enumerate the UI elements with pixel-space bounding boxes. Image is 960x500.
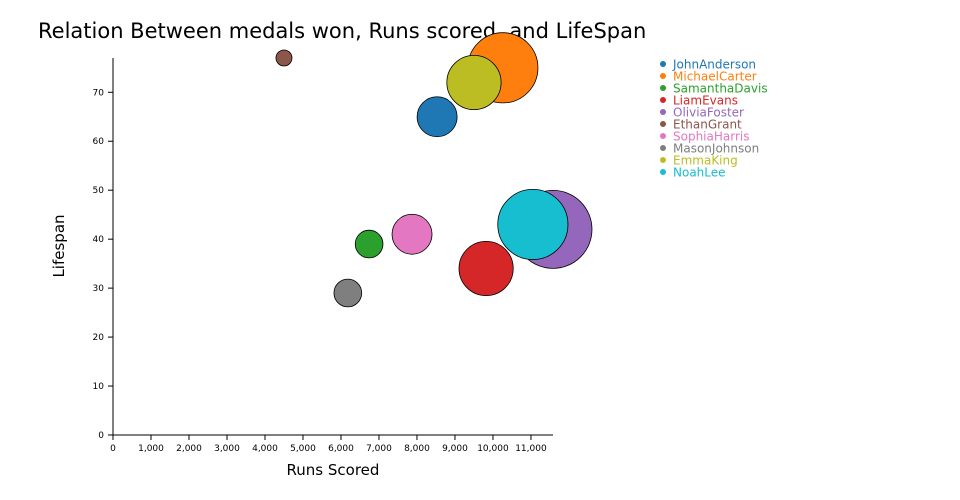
legend-marker [660, 61, 666, 67]
x-tick-label: 9,000 [442, 444, 468, 454]
axes: 0 1,000 2,000 3,000 4,000 5,000 6,000 7,000 8,00… [93, 58, 553, 454]
bubble-MasonJohnson [333, 278, 363, 308]
bubble-SophiaHarris [391, 213, 433, 255]
y-tick-label: 30 [93, 284, 105, 294]
y-tick-label: 10 [93, 382, 105, 392]
y-tick-label: 0 [98, 431, 104, 441]
legend-marker [660, 169, 666, 175]
legend: JohnAndersonMichaelCarterSamanthaDavisLi… [660, 58, 768, 180]
plot-area [275, 32, 593, 308]
chart-title: Relation Between medals won, Runs scored… [38, 19, 646, 43]
legend-label: EthanGrant [673, 118, 742, 132]
y-tick-label: 70 [93, 88, 105, 98]
bubble-LiamEvans [458, 241, 514, 297]
legend-label: EmmaKing [673, 154, 738, 168]
y-axis-label: Lifespan [50, 214, 68, 277]
bubble-NoahLee [497, 188, 569, 260]
legend-marker [660, 145, 666, 151]
legend-label: NoahLee [673, 166, 726, 180]
legend-marker [660, 133, 666, 139]
x-tick-label: 1,000 [138, 444, 164, 454]
y-tick-label: 50 [93, 186, 105, 196]
legend-label: JohnAnderson [672, 58, 756, 72]
bubble-EmmaKing [446, 54, 502, 111]
y-tick-label: 40 [93, 235, 105, 245]
legend-marker [660, 85, 666, 91]
x-tick-label: 8,000 [404, 444, 430, 454]
x-tick-label: 2,000 [176, 444, 202, 454]
bubble-EthanGrant [275, 49, 293, 67]
x-tick-label: 5,000 [290, 444, 316, 454]
legend-label: LiamEvans [673, 94, 738, 108]
legend-marker [660, 157, 666, 163]
y-tick-label: 20 [93, 333, 105, 343]
legend-marker [660, 121, 666, 127]
legend-marker [660, 97, 666, 103]
legend-label: MichaelCarter [673, 70, 757, 84]
x-tick-label: 11,000 [515, 444, 547, 454]
legend-label: SophiaHarris [673, 130, 750, 144]
legend-label: MasonJohnson [673, 142, 759, 156]
x-tick-label: 10,000 [477, 444, 509, 454]
x-axis-label: Runs Scored [287, 461, 380, 479]
x-tick-label: 3,000 [214, 444, 240, 454]
legend-label: SamanthaDavis [673, 82, 768, 96]
legend-label: OliviaFoster [673, 106, 744, 120]
x-tick-label: 0 [110, 444, 116, 454]
bubble-JohnAnderson [416, 96, 458, 138]
legend-marker [660, 73, 666, 79]
bubble-SamanthaDavis [354, 229, 384, 259]
legend-marker [660, 109, 666, 115]
x-tick-label: 4,000 [252, 444, 278, 454]
x-tick-label: 7,000 [366, 444, 392, 454]
y-tick-label: 60 [93, 137, 105, 147]
x-tick-label: 6,000 [328, 444, 354, 454]
